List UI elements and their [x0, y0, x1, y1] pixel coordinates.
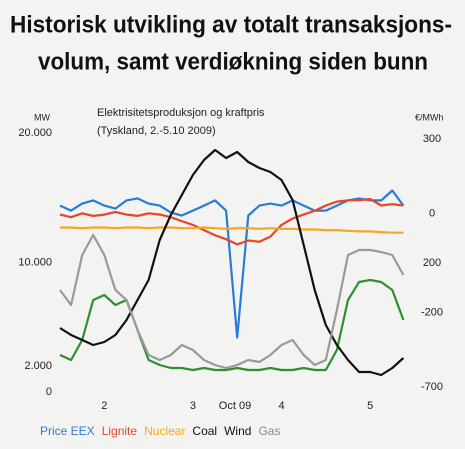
- y2-tick-label: 0: [429, 207, 435, 219]
- legend-label: Price EEX: [40, 424, 95, 438]
- x-tick-label: 4: [278, 400, 284, 412]
- series-line: [59, 148, 405, 377]
- y-tick-label: 0: [46, 386, 52, 398]
- chart-title: Historisk utvikling av totalt transaksjo…: [10, 11, 452, 38]
- y-tick-label: 10.000: [18, 256, 52, 268]
- subtitle: Elektrisitetsproduksjon og kraftpris: [97, 107, 265, 119]
- legend-label: Gas: [258, 424, 280, 438]
- chart-title: volum, samt verdiøkning siden bunn: [38, 48, 428, 75]
- y2-tick-label: -700: [421, 381, 443, 393]
- legend-label: Coal: [192, 424, 217, 438]
- series-line: [60, 226, 404, 234]
- y-axis-label: MW: [34, 112, 50, 122]
- series-line: [59, 278, 405, 372]
- y-tick-label: 20.000: [18, 127, 52, 139]
- x-tick-label: 3: [190, 400, 196, 412]
- date-label: Oct 09: [219, 400, 251, 412]
- y2-tick-label: 300: [423, 133, 441, 145]
- legend-label: Lignite: [102, 424, 138, 438]
- legend-label: Wind: [224, 424, 251, 438]
- x-tick-label: 5: [367, 400, 373, 412]
- subtitle: (Tyskland, 2.-5.10 2009): [97, 125, 216, 137]
- y-tick-label: 2.000: [24, 360, 52, 372]
- y2-tick-label: -200: [421, 307, 443, 319]
- series-line: [59, 233, 405, 370]
- series-line: [59, 197, 404, 246]
- legend-label: Nuclear: [144, 424, 185, 438]
- y2-axis-label: €/MWh: [415, 112, 444, 122]
- x-tick-label: 2: [101, 400, 107, 412]
- y2-tick-label: 200: [423, 257, 441, 269]
